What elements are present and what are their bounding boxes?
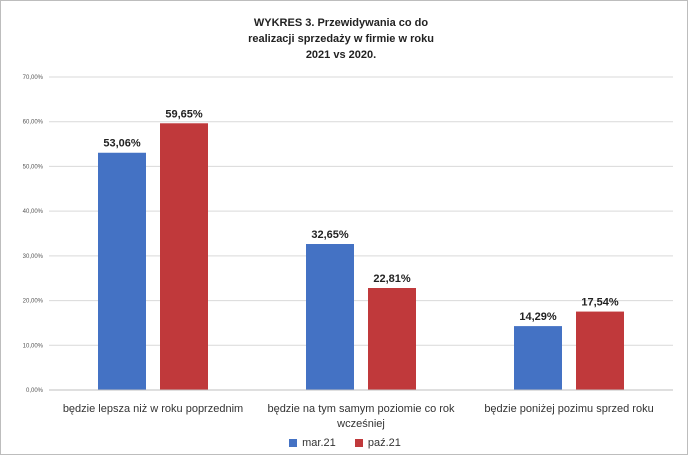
bar-data-label: 32,65%: [311, 229, 349, 241]
bar-data-label: 59,65%: [165, 108, 203, 120]
legend-label-series-2: paź.21: [367, 437, 401, 449]
x-category-label: będzie lepsza niż w roku poprzednim: [63, 403, 243, 415]
bar-data-label: 53,06%: [103, 138, 141, 150]
legend-item-series-2: paź.21: [354, 437, 401, 449]
y-tick-label: 40,00%: [23, 209, 44, 215]
bar: [98, 152, 146, 390]
bar: [576, 311, 624, 390]
bar-data-label: 14,29%: [519, 311, 557, 323]
chart-title-line-2: realizacji sprzedaży w firmie w roku: [248, 33, 434, 45]
y-tick-label: 20,00%: [23, 299, 44, 305]
y-tick-label: 30,00%: [23, 254, 44, 260]
chart-legend: mar.21 paź.21: [1, 437, 688, 450]
bar: [160, 123, 208, 390]
bar: [368, 288, 416, 390]
x-category-label: wcześniej: [336, 418, 385, 430]
bar: [514, 326, 562, 390]
legend-label-series-1: mar.21: [302, 437, 336, 449]
bar-data-label: 17,54%: [581, 297, 619, 309]
bar-data-label: 22,81%: [373, 273, 411, 285]
legend-swatch-series-1: [289, 439, 298, 447]
legend-swatch-series-2: [354, 439, 363, 447]
y-tick-label: 0,00%: [26, 388, 44, 394]
x-category-label: będzie poniżej pozimu sprzed roku: [484, 403, 653, 415]
chart-title-line-1: WYKRES 3. Przewidywania co do: [253, 17, 429, 29]
chart-title-line-3: 2021 vs 2020.: [305, 49, 377, 61]
chart-title: WYKRES 3. Przewidywania co do realizacji…: [171, 15, 511, 63]
x-category-label: będzie na tym samym poziomie co rok: [267, 403, 455, 415]
y-tick-label: 70,00%: [23, 75, 44, 81]
bar: [306, 244, 354, 390]
legend-item-series-1: mar.21: [289, 437, 336, 449]
y-tick-label: 60,00%: [23, 120, 44, 126]
y-tick-label: 10,00%: [23, 343, 44, 349]
y-tick-label: 50,00%: [23, 164, 44, 170]
